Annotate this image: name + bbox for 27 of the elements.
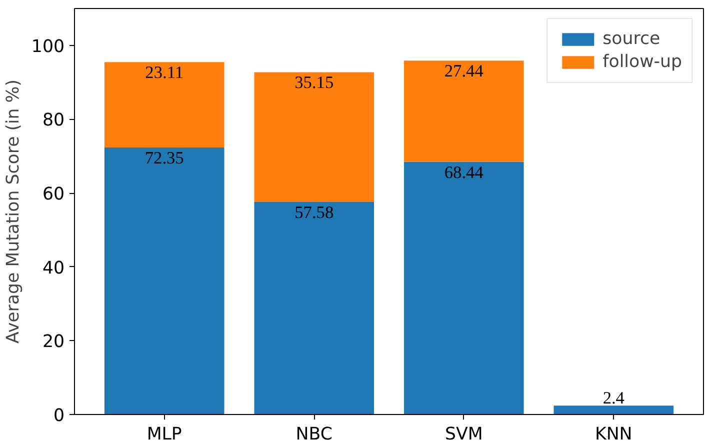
bar <box>104 147 224 414</box>
y-tick-label: 60 <box>42 184 65 205</box>
legend-label: follow-up <box>602 52 682 72</box>
data-label: 27.44 <box>444 62 484 81</box>
bar <box>404 162 524 414</box>
data-label: 72.35 <box>144 148 184 168</box>
x-tick-label: KNN <box>595 424 632 444</box>
x-tick-label: SVM <box>444 424 483 444</box>
y-tick-label: 100 <box>31 36 65 57</box>
legend-label: source <box>602 29 660 49</box>
bar <box>554 406 674 414</box>
y-axis-title: Average Mutation Score (in %) <box>3 79 24 344</box>
y-tick-label: 0 <box>53 406 65 426</box>
bar <box>404 60 524 162</box>
x-tick-label: NBC <box>296 424 332 444</box>
y-tick-label: 80 <box>42 110 65 131</box>
y-tick-label: 20 <box>42 332 65 352</box>
y-tick-label: 40 <box>42 258 65 278</box>
x-tick-label: MLP <box>146 424 182 444</box>
bar <box>254 202 374 414</box>
data-label: 23.11 <box>145 63 184 82</box>
bar <box>254 72 374 202</box>
data-label: 35.15 <box>294 73 334 92</box>
bar <box>104 62 224 148</box>
data-label: 68.44 <box>444 162 484 182</box>
data-label: 2.4 <box>602 388 625 408</box>
data-label: 57.58 <box>294 202 334 222</box>
